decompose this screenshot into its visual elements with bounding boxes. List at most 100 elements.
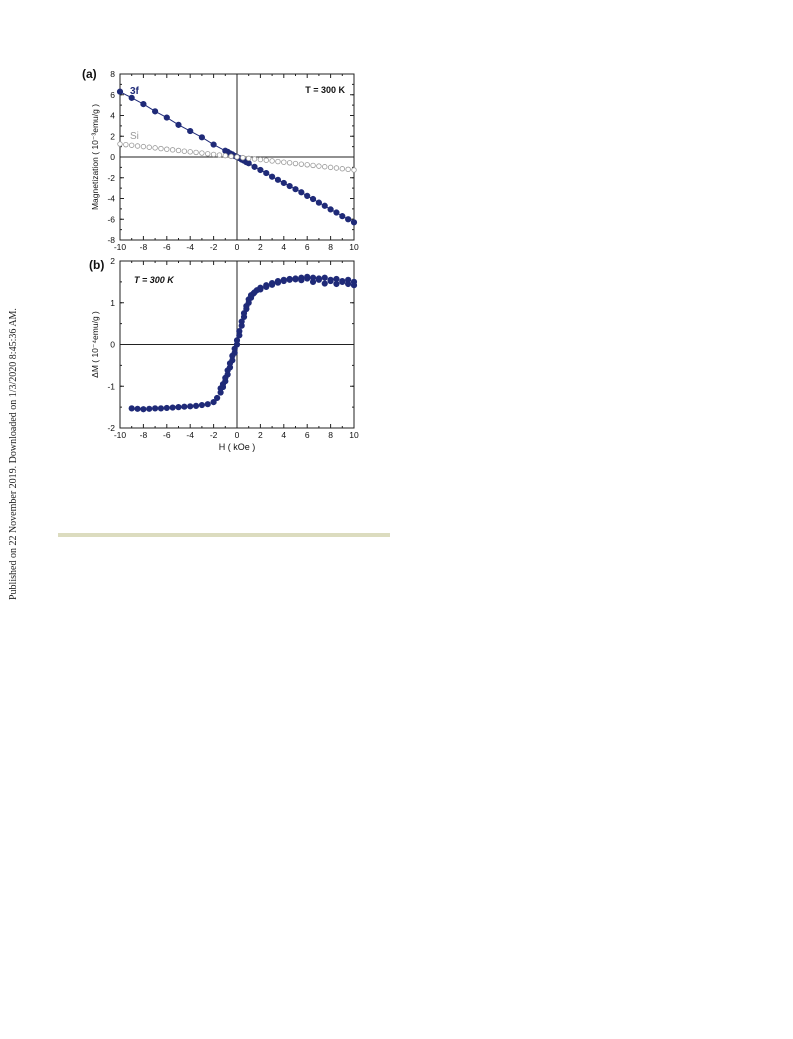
data-point-open (281, 159, 287, 165)
data-point-filled (169, 404, 176, 411)
data-point-filled (321, 274, 328, 281)
data-point-open (187, 149, 193, 155)
data-point-filled (128, 405, 135, 412)
data-point-filled (243, 302, 250, 310)
series-label-si: Si (130, 131, 139, 142)
y-tick-label: 2 (110, 131, 115, 141)
data-point-open (240, 154, 246, 161)
data-point-filled (240, 310, 248, 317)
data-point-open (304, 162, 310, 168)
data-point-filled (175, 404, 182, 411)
x-tick-label: -6 (163, 242, 171, 252)
data-point-open (298, 161, 305, 167)
data-point-filled (274, 176, 282, 183)
x-tick-label: 6 (305, 430, 310, 440)
data-point-filled (350, 219, 358, 226)
section-divider (58, 533, 390, 537)
data-point-open (245, 155, 252, 162)
data-point-filled (224, 367, 231, 374)
data-point-filled (257, 286, 264, 293)
series-label-3f: 3f (130, 86, 140, 97)
data-point-open (269, 158, 275, 164)
data-point-filled (321, 202, 328, 209)
x-tick-label: -8 (140, 430, 148, 440)
y-tick-label: 2 (110, 256, 115, 266)
x-tick-label: 4 (281, 430, 286, 440)
data-point-filled (226, 360, 234, 367)
data-point-filled (315, 199, 323, 206)
x-tick-label: -2 (210, 242, 218, 252)
data-point-open (193, 149, 199, 156)
data-point-filled (251, 163, 258, 170)
data-point-filled (292, 276, 299, 283)
x-tick-label: -8 (140, 242, 148, 252)
data-point-filled (309, 195, 317, 203)
data-point-filled (269, 281, 276, 288)
data-point-filled (204, 401, 211, 408)
data-point-filled (339, 278, 346, 285)
data-point-filled (339, 213, 346, 220)
data-point-open (205, 151, 211, 157)
y-tick-label: 0 (110, 340, 115, 350)
data-point-filled (233, 337, 241, 344)
data-point-filled (309, 278, 317, 285)
y-tick-label: 8 (110, 69, 115, 79)
data-point-open (333, 165, 340, 171)
data-point-filled (231, 345, 238, 352)
data-point-filled (210, 141, 217, 148)
y-tick-label: 0 (110, 152, 115, 162)
data-point-filled (333, 280, 340, 288)
data-point-filled (298, 189, 305, 196)
data-point-filled (321, 280, 328, 287)
data-point-filled (251, 289, 258, 296)
data-point-filled (274, 279, 282, 286)
x-axis-label: H ( kOe ) (219, 442, 256, 452)
data-point-filled (263, 169, 270, 177)
y-tick-label: -2 (107, 173, 115, 183)
data-point-open (345, 166, 351, 173)
data-point-filled (163, 404, 170, 412)
y-tick-label: -4 (107, 194, 115, 204)
x-tick-label: 4 (281, 242, 286, 252)
data-point-open (152, 145, 158, 151)
data-point-filled (222, 374, 229, 382)
y-tick-label: -1 (107, 381, 115, 391)
data-point-filled (163, 114, 170, 121)
data-point-open (234, 154, 240, 160)
data-point-filled (245, 160, 252, 167)
data-point-filled (236, 328, 243, 335)
data-point-filled (315, 275, 323, 282)
data-point-open (175, 147, 182, 154)
x-tick-label: 2 (258, 430, 263, 440)
data-point-open (117, 141, 123, 147)
data-point-filled (345, 280, 352, 288)
data-point-open (339, 166, 345, 172)
x-tick-label: 2 (258, 242, 263, 252)
data-point-filled (333, 209, 340, 216)
x-tick-label: -2 (210, 430, 218, 440)
data-point-open (140, 143, 147, 150)
data-point-filled (175, 121, 182, 128)
data-point-open (199, 150, 205, 156)
data-point-filled (152, 405, 159, 412)
data-point-open (134, 143, 141, 149)
data-point-filled (280, 179, 287, 187)
data-point-open (292, 160, 299, 167)
panel-label: (a) (82, 67, 97, 81)
data-point-filled (229, 352, 236, 359)
temperature-annotation: T = 300 K (134, 275, 175, 285)
x-tick-label: -4 (186, 242, 194, 252)
data-point-filled (263, 283, 270, 290)
data-point-filled (140, 406, 147, 413)
y-tick-label: 1 (110, 298, 115, 308)
data-point-open (310, 162, 316, 169)
data-point-open (316, 163, 322, 169)
data-point-filled (146, 405, 153, 412)
data-point-open (123, 141, 129, 148)
data-point-open (164, 146, 170, 152)
data-point-open (146, 144, 152, 150)
data-point-open (251, 156, 258, 162)
